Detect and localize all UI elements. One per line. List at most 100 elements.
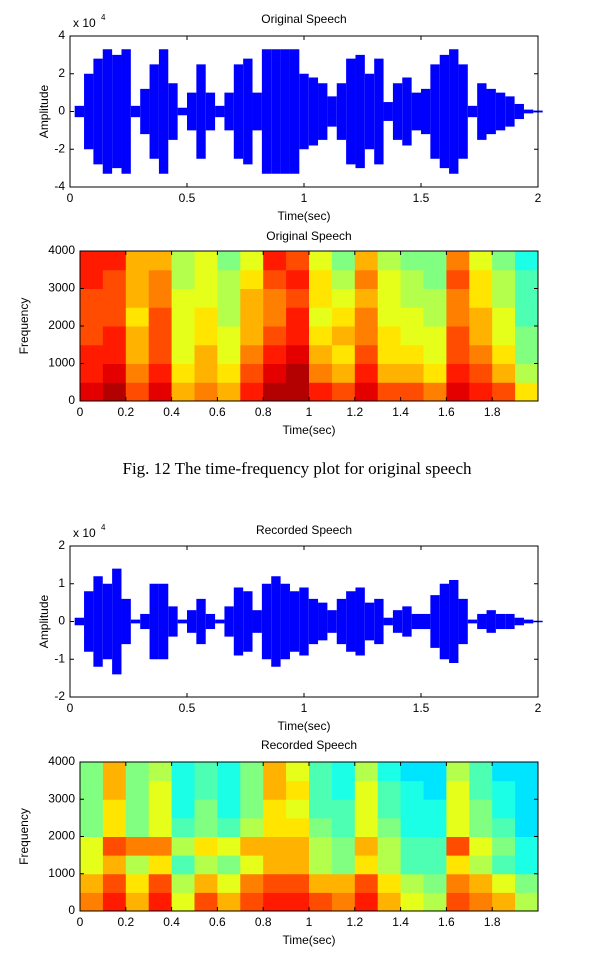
spectrogram-cell — [194, 269, 218, 289]
x-tick-label: 0.8 — [255, 405, 272, 419]
spectrogram-cell — [469, 307, 493, 327]
spectrogram-cell — [171, 762, 195, 782]
spectrogram-cell — [240, 269, 264, 289]
spectrogram-cell — [125, 799, 150, 819]
spectrogram-cell — [148, 363, 173, 383]
spectrogram-cell — [217, 344, 241, 364]
spectrogram-cell — [309, 344, 333, 364]
spectrogram-cell — [423, 288, 447, 308]
spectrogram-cell — [377, 288, 402, 308]
x-axis-label: Time(sec) — [283, 933, 336, 947]
spectrogram-cell — [102, 382, 127, 402]
spectrogram-cell — [194, 382, 218, 402]
spectrogram-cell — [286, 817, 310, 837]
spectrogram-cell — [286, 344, 310, 364]
spectrogram-cell — [171, 836, 195, 856]
spectrogram-cell — [217, 288, 241, 308]
spectrogram-cell — [240, 307, 264, 327]
spectrogram-cell — [171, 326, 195, 346]
y-tick-label: 2000 — [48, 829, 75, 843]
spectrogram-cell — [286, 873, 310, 893]
x-axis-label: Time(sec) — [283, 423, 336, 437]
spectrogram-cell — [286, 251, 310, 271]
spectrogram-cell — [286, 269, 310, 289]
spectrogram-cell — [309, 326, 333, 346]
x-tick-label: 1.4 — [392, 915, 409, 929]
spectrogram-cell — [171, 344, 195, 364]
spectrogram-cell — [354, 873, 379, 893]
x-tick-label: 1.8 — [484, 915, 501, 929]
spectrogram-cell — [263, 836, 287, 856]
spectrogram-cell — [515, 344, 539, 364]
y-tick-label: 3000 — [48, 281, 75, 295]
spectrogram-cell — [354, 326, 379, 346]
y-axis-label: Amplitude — [37, 595, 51, 649]
y-tick-label: 4000 — [48, 243, 75, 257]
spectrogram-cell — [286, 836, 310, 856]
spectrogram-cell — [423, 382, 447, 402]
spectrogram-cell — [286, 382, 310, 402]
x-tick-label: 0 — [77, 915, 84, 929]
spectrogram-cell — [171, 780, 195, 800]
chart-title: Recorded Speech — [261, 738, 357, 752]
spectrogram-cell — [492, 762, 516, 782]
spectrogram-cell — [377, 344, 402, 364]
spectrogram-cell — [354, 382, 379, 402]
spectrogram-cell — [309, 799, 333, 819]
spectrogram-cell — [515, 382, 539, 402]
spectrogram-cell — [125, 326, 150, 346]
spectrogram-cell — [492, 363, 516, 383]
spectrogram-cell — [469, 836, 493, 856]
spectrogram-cell — [125, 873, 150, 893]
spectrogram-cell — [377, 892, 402, 912]
spectrogram-cell — [125, 382, 150, 402]
spectrogram-cell — [194, 799, 218, 819]
spectrogram-cell — [240, 780, 264, 800]
y-tick-label: 0 — [58, 614, 65, 628]
y-tick-label: 1000 — [48, 356, 75, 370]
spectrogram-cell — [469, 799, 493, 819]
spectrogram-cell — [515, 799, 539, 819]
spectrogram-cell — [171, 799, 195, 819]
spectrogram-cell — [286, 326, 310, 346]
spectrogram-cell — [423, 780, 447, 800]
spectrogram-cell — [400, 288, 424, 308]
spectrogram-cell — [446, 382, 470, 402]
spectrogram-cell — [102, 780, 127, 800]
spectrogram-cell — [217, 873, 241, 893]
x-tick-label: 2 — [535, 191, 542, 205]
spectrogram-cell — [377, 382, 402, 402]
spectrogram-cell — [194, 326, 218, 346]
spectrogram-cell — [263, 892, 287, 912]
spectrogram-cell — [102, 344, 127, 364]
y-axis-label: Frequency — [17, 298, 31, 355]
spectrogram-cell — [400, 307, 424, 327]
spectrogram-cell — [515, 288, 539, 308]
x-tick-label: 1.8 — [484, 405, 501, 419]
spectrogram-cell — [446, 363, 470, 383]
spectrogram-cell — [148, 780, 173, 800]
spectrogram-cell — [354, 344, 379, 364]
spectrogram-cell — [400, 326, 424, 346]
spectrogram-cell — [515, 892, 539, 912]
spectrogram-cell — [171, 892, 195, 912]
spectrogram-cell — [400, 873, 424, 893]
spectrogram-cell — [354, 799, 379, 819]
spectrogram-cell — [80, 762, 104, 782]
spectrogram-cell — [240, 288, 264, 308]
spectrogram-cell — [80, 873, 104, 893]
spectrogram-cell — [217, 382, 241, 402]
spectrogram-cell — [263, 344, 287, 364]
spectrogram-cell — [309, 307, 333, 327]
spectrogram-cell — [80, 269, 104, 289]
spectrogram-cell — [148, 326, 173, 346]
spectrogram-cell — [194, 363, 218, 383]
spectrogram-cell — [102, 892, 127, 912]
spectrogram-cell — [377, 762, 402, 782]
spectrogram-cell — [331, 836, 356, 856]
spectrogram-cell — [148, 855, 173, 875]
spectrogram-cell — [492, 817, 516, 837]
spectrogram-cell — [148, 762, 173, 782]
x-tick-label: 1.2 — [346, 405, 363, 419]
spectrogram-cell — [286, 799, 310, 819]
